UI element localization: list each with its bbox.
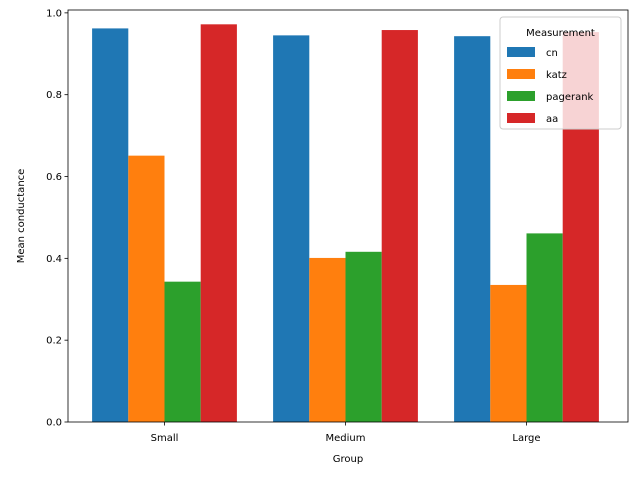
legend-label-aa: aa xyxy=(546,114,558,125)
y-tick-label: 1.0 xyxy=(46,8,62,19)
bar-aa-small xyxy=(200,24,237,422)
legend-swatch-pagerank xyxy=(507,91,535,101)
bar-katz-large xyxy=(490,284,527,422)
bar-cn-small xyxy=(92,28,129,422)
y-tick-label: 0.0 xyxy=(46,418,62,429)
bar-aa-medium xyxy=(381,30,418,422)
bar-pagerank-medium xyxy=(345,251,382,422)
bar-pagerank-small xyxy=(164,281,201,422)
x-tick-label: Small xyxy=(151,433,179,444)
plot-frame xyxy=(67,9,629,423)
y-tick-label: 0.4 xyxy=(46,254,62,265)
legend-label-pagerank: pagerank xyxy=(546,92,594,103)
legend-label-cn: cn xyxy=(546,48,558,59)
bar-katz-small xyxy=(128,155,165,422)
x-axis: Small Medium Large xyxy=(151,422,541,444)
bars-layer xyxy=(92,24,599,423)
legend-swatch-katz xyxy=(507,69,535,79)
legend-title: Measurement xyxy=(526,28,595,39)
legend-swatch-cn xyxy=(507,47,535,57)
y-axis-label: Mean conductance xyxy=(16,169,27,264)
x-tick-label: Large xyxy=(512,433,540,444)
bar-cn-medium xyxy=(273,35,310,423)
bar-pagerank-large xyxy=(526,233,563,422)
bar-cn-large xyxy=(454,36,491,423)
x-axis-label: Group xyxy=(333,454,363,465)
legend-swatch-aa xyxy=(507,113,535,123)
bar-katz-medium xyxy=(309,257,346,422)
x-tick-label: Medium xyxy=(326,433,366,444)
y-tick-label: 0.2 xyxy=(46,336,62,347)
legend: Measurement cn katz pagerank aa xyxy=(499,16,622,130)
legend-label-katz: katz xyxy=(546,70,567,81)
y-axis: 0.0 0.2 0.4 0.6 0.8 1.0 xyxy=(46,8,68,429)
y-tick-label: 0.8 xyxy=(46,90,62,101)
y-tick-label: 0.6 xyxy=(46,172,62,183)
